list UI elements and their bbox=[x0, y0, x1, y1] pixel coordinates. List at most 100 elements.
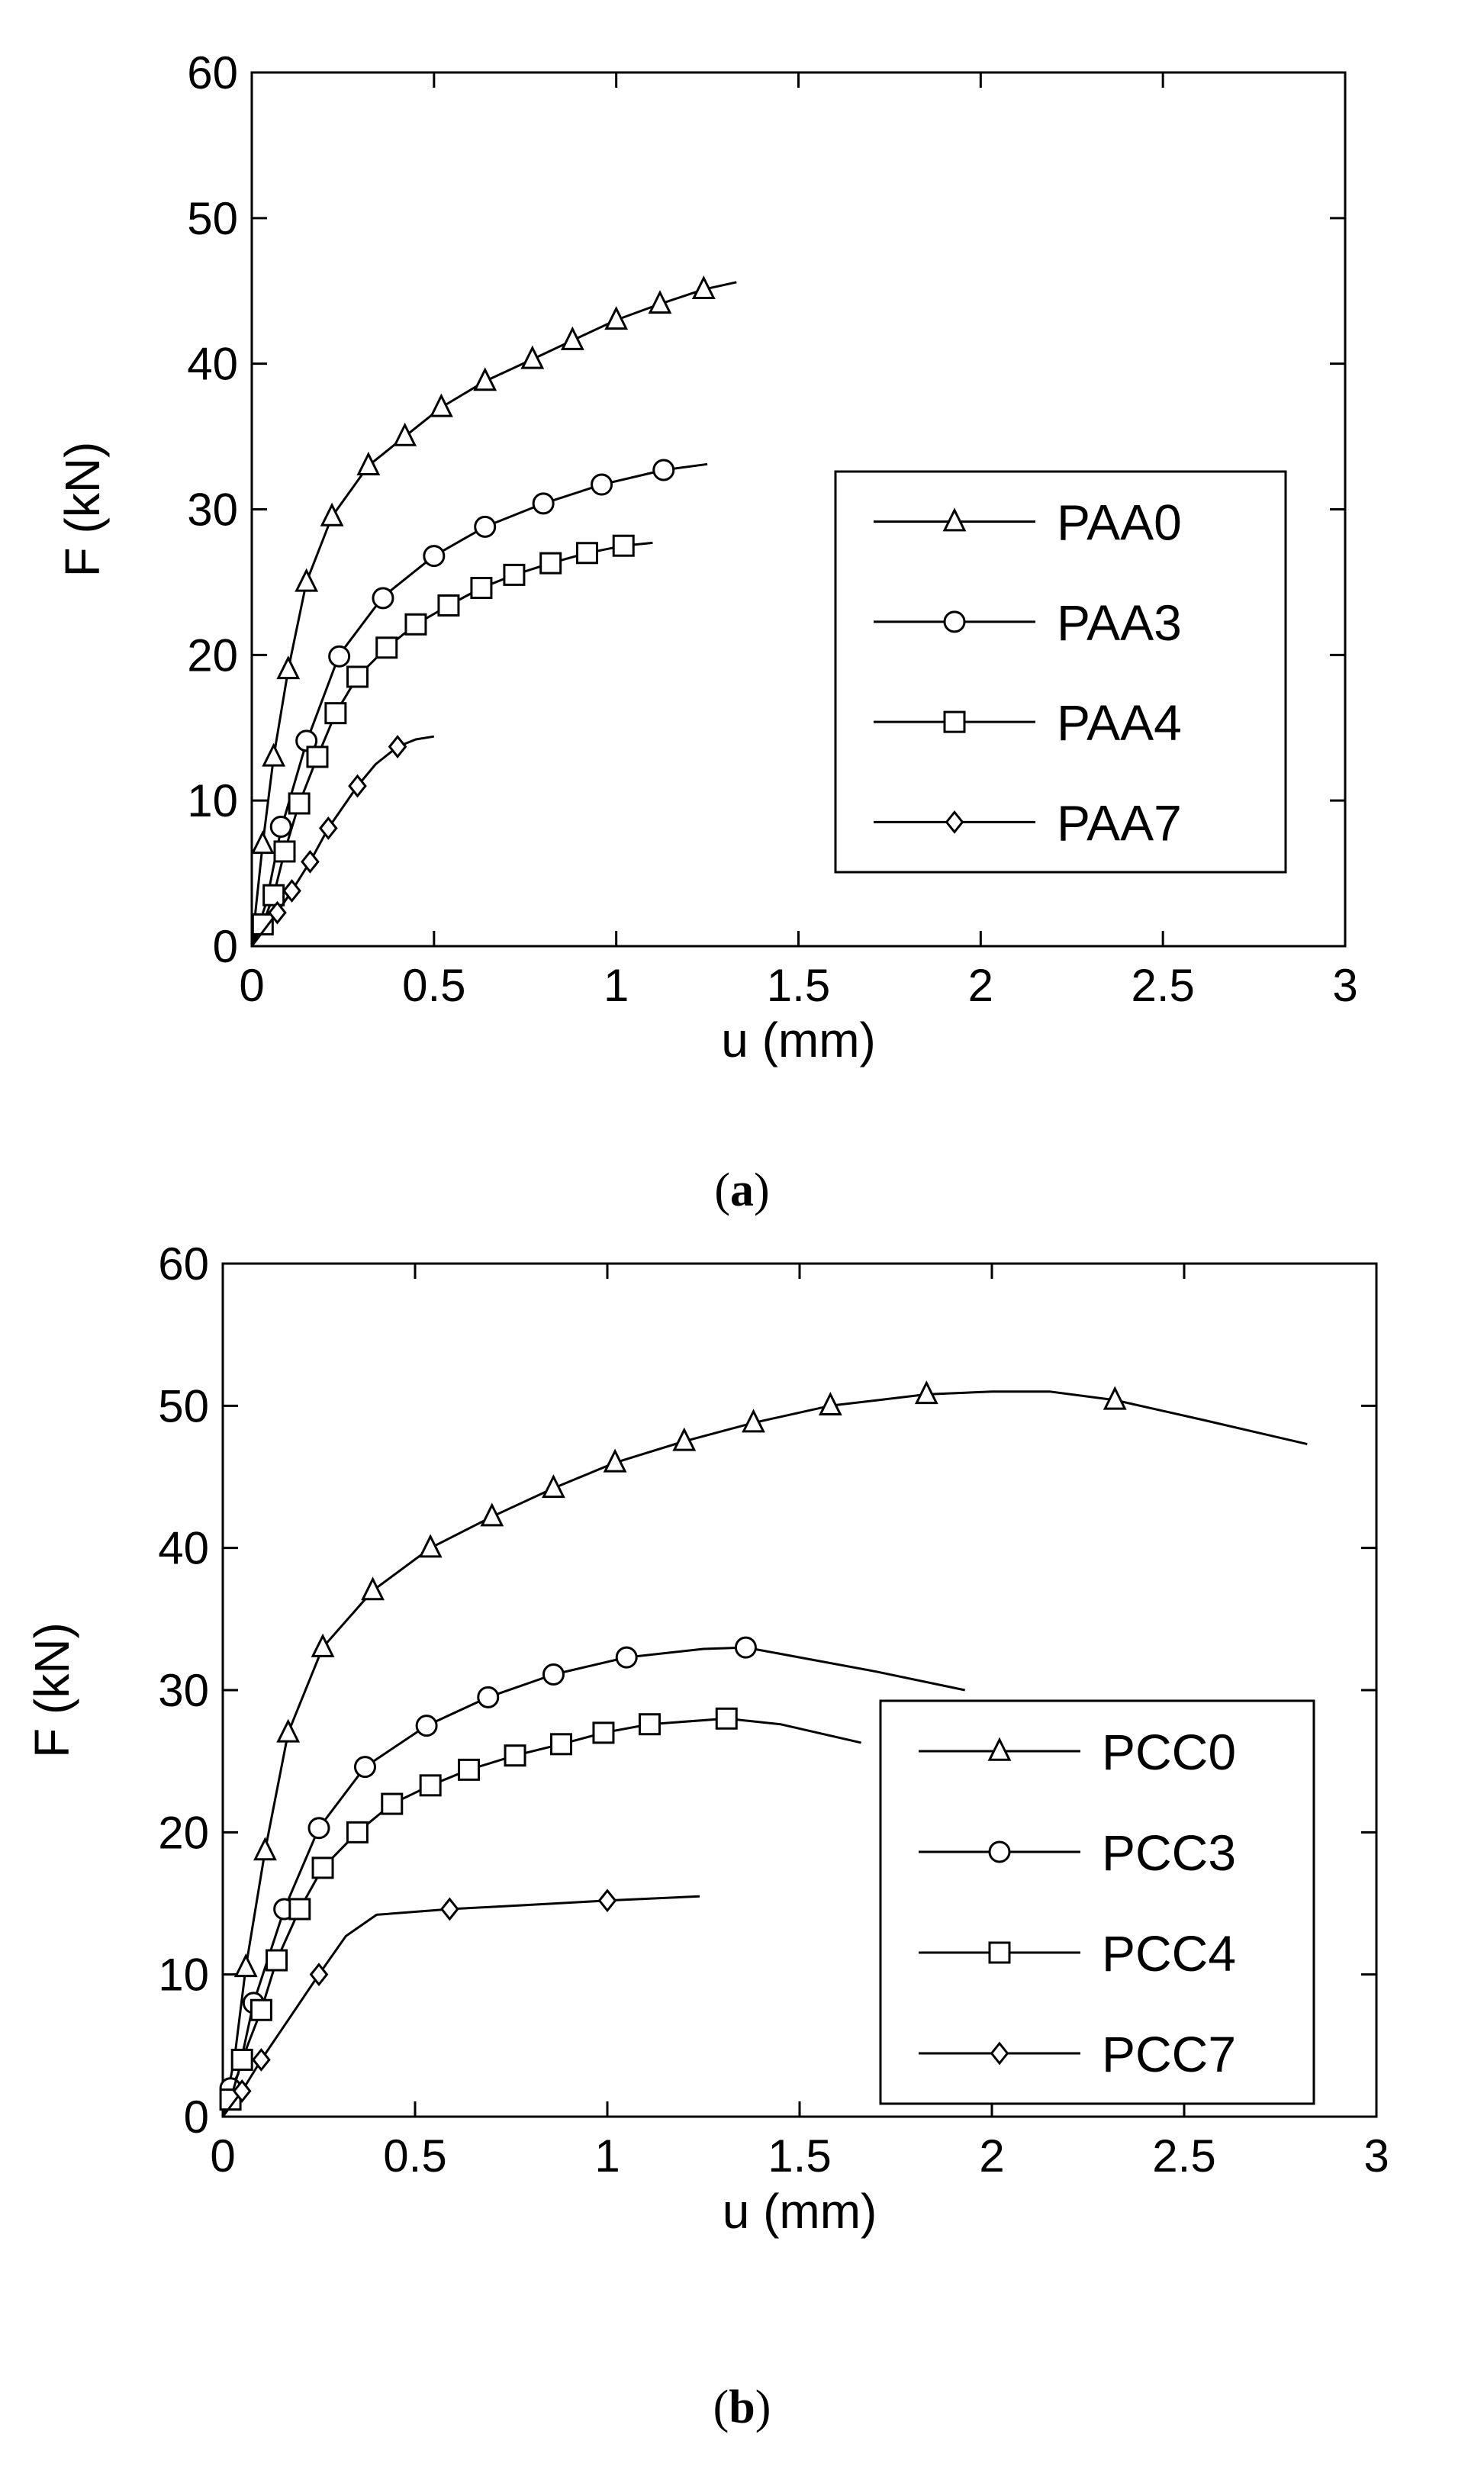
data-point-pcc0 bbox=[818, 1392, 842, 1416]
data-point-pcc0 bbox=[253, 1837, 277, 1861]
x-tick-label-a: 2.5 bbox=[1131, 960, 1194, 1011]
data-point-paa7 bbox=[388, 735, 407, 758]
data-point-paa0 bbox=[356, 451, 381, 475]
data-point-paa4 bbox=[437, 594, 460, 617]
x-tick-label-a: 1.5 bbox=[767, 960, 830, 1011]
caption-a: (a) bbox=[0, 1164, 1484, 1218]
data-point-pcc0 bbox=[311, 1633, 335, 1657]
caption-b: (b) bbox=[0, 2381, 1484, 2435]
data-point-pcc4 bbox=[592, 1721, 615, 1744]
legend-label-paa3: PAA3 bbox=[1057, 594, 1182, 651]
data-point-paa4 bbox=[306, 745, 329, 768]
x-tick-label-a: 2 bbox=[968, 960, 993, 1011]
y-tick-label-a: 0 bbox=[213, 921, 238, 972]
data-point-paa3 bbox=[591, 473, 613, 496]
x-axis-label-a: u (mm) bbox=[721, 1013, 876, 1067]
figure-panel-a: 0 0.5 1 1.5 2 2.5 3 0 10 20 30 40 50 60 u (mm) F (kN) PA… bbox=[0, 0, 1484, 1236]
legend-marker-paa4 bbox=[943, 710, 966, 733]
data-point-pcc7 bbox=[232, 2079, 252, 2103]
series-paa7 bbox=[250, 735, 435, 947]
data-point-pcc4 bbox=[638, 1713, 661, 1736]
data-point-pcc4 bbox=[311, 1856, 334, 1879]
data-point-paa0 bbox=[250, 830, 275, 855]
legend-marker-paa3 bbox=[943, 610, 966, 633]
data-point-pcc3 bbox=[307, 1817, 330, 1840]
legend-marker-pcc0 bbox=[987, 1737, 1012, 1761]
caption-a-letter: a bbox=[730, 1164, 754, 1216]
series-line-paa3 bbox=[250, 462, 708, 947]
data-point-pcc7 bbox=[597, 1889, 617, 1913]
legend-marker-pcc7 bbox=[990, 2041, 1009, 2066]
data-point-paa3 bbox=[474, 515, 497, 538]
legend-marker-pcc3 bbox=[988, 1840, 1011, 1863]
series-pcc4 bbox=[219, 1707, 861, 2117]
x-tick-label-a: 1 bbox=[604, 960, 629, 1011]
y-tick-label-b: 0 bbox=[184, 2091, 209, 2143]
legend-label-paa7: PAA7 bbox=[1057, 794, 1182, 851]
data-point-paa0 bbox=[560, 326, 584, 350]
data-point-pcc3 bbox=[615, 1646, 638, 1669]
data-point-paa4 bbox=[503, 563, 526, 586]
x-axis-label-b: u (mm) bbox=[723, 2184, 877, 2239]
data-point-paa4 bbox=[346, 665, 369, 688]
legend-marker-pcc4 bbox=[988, 1941, 1011, 1964]
data-point-pcc3 bbox=[353, 1756, 376, 1779]
y-tick-label-b: 10 bbox=[158, 1950, 209, 2001]
data-point-paa0 bbox=[429, 393, 453, 417]
data-point-pcc0 bbox=[480, 1502, 504, 1527]
y-tick-label-b: 30 bbox=[158, 1665, 209, 1716]
caption-a-close: ) bbox=[754, 1164, 770, 1216]
x-tick-label-b: 1.5 bbox=[768, 2130, 831, 2182]
legend-marker-paa7 bbox=[945, 810, 964, 834]
data-point-paa4 bbox=[324, 702, 347, 725]
legend-label-paa0: PAA0 bbox=[1057, 494, 1182, 551]
x-tick-label-b: 2.5 bbox=[1152, 2130, 1215, 2182]
series-paa0 bbox=[250, 275, 737, 947]
data-point-pcc0 bbox=[233, 1953, 258, 1978]
caption-b-letter: b bbox=[729, 2381, 755, 2433]
x-tick-label-b: 3 bbox=[1363, 2130, 1389, 2182]
data-point-pcc4 bbox=[715, 1707, 738, 1730]
data-point-pcc4 bbox=[419, 1774, 442, 1797]
data-point-pcc0 bbox=[276, 1718, 301, 1743]
legend-a: PAA0 PAA3 PAA4 PAA7 bbox=[834, 470, 1287, 874]
data-point-paa3 bbox=[423, 545, 446, 568]
data-point-pcc4 bbox=[288, 1898, 311, 1921]
x-tick-label-b: 1 bbox=[594, 2130, 620, 2182]
series-line-pcc4 bbox=[221, 1717, 861, 2117]
data-point-paa0 bbox=[648, 290, 672, 314]
data-point-paa0 bbox=[473, 367, 497, 391]
x-tick-label-a: 0.5 bbox=[402, 960, 465, 1011]
data-point-paa7 bbox=[348, 774, 367, 798]
legend-label-pcc3: PCC3 bbox=[1102, 1824, 1236, 1881]
y-tick-label-a: 40 bbox=[187, 339, 238, 390]
series-line-paa7 bbox=[250, 735, 435, 947]
series-pcc0 bbox=[221, 1380, 1308, 2117]
caption-b-close: ) bbox=[755, 2381, 771, 2433]
legend-box-a bbox=[834, 470, 1287, 874]
y-axis-label-a: F (kN) bbox=[55, 442, 110, 578]
data-point-pcc4 bbox=[504, 1744, 526, 1767]
data-point-pcc4 bbox=[266, 1949, 288, 1972]
data-point-pcc4 bbox=[230, 2048, 253, 2071]
data-point-pcc0 bbox=[742, 1409, 765, 1433]
data-point-pcc3 bbox=[415, 1715, 438, 1737]
data-point-paa7 bbox=[282, 879, 301, 903]
y-tick-label-a: 50 bbox=[187, 193, 238, 244]
x-tick-label-b: 0 bbox=[210, 2130, 235, 2182]
data-point-pcc7 bbox=[309, 1963, 329, 1987]
data-point-pcc4 bbox=[249, 1998, 272, 2021]
data-point-pcc0 bbox=[914, 1380, 938, 1405]
data-point-pcc0 bbox=[418, 1534, 443, 1558]
data-point-pcc3 bbox=[542, 1663, 565, 1686]
data-point-paa7 bbox=[318, 816, 338, 840]
data-point-paa0 bbox=[295, 568, 319, 592]
data-point-paa3 bbox=[328, 645, 351, 668]
legend-label-pcc0: PCC0 bbox=[1102, 1724, 1236, 1780]
series-pcc7 bbox=[221, 1889, 700, 2117]
x-tick-label-b: 2 bbox=[979, 2130, 1004, 2182]
data-point-paa4 bbox=[575, 542, 598, 565]
data-point-paa7 bbox=[268, 900, 287, 925]
y-tick-label-b: 40 bbox=[158, 1523, 209, 1574]
